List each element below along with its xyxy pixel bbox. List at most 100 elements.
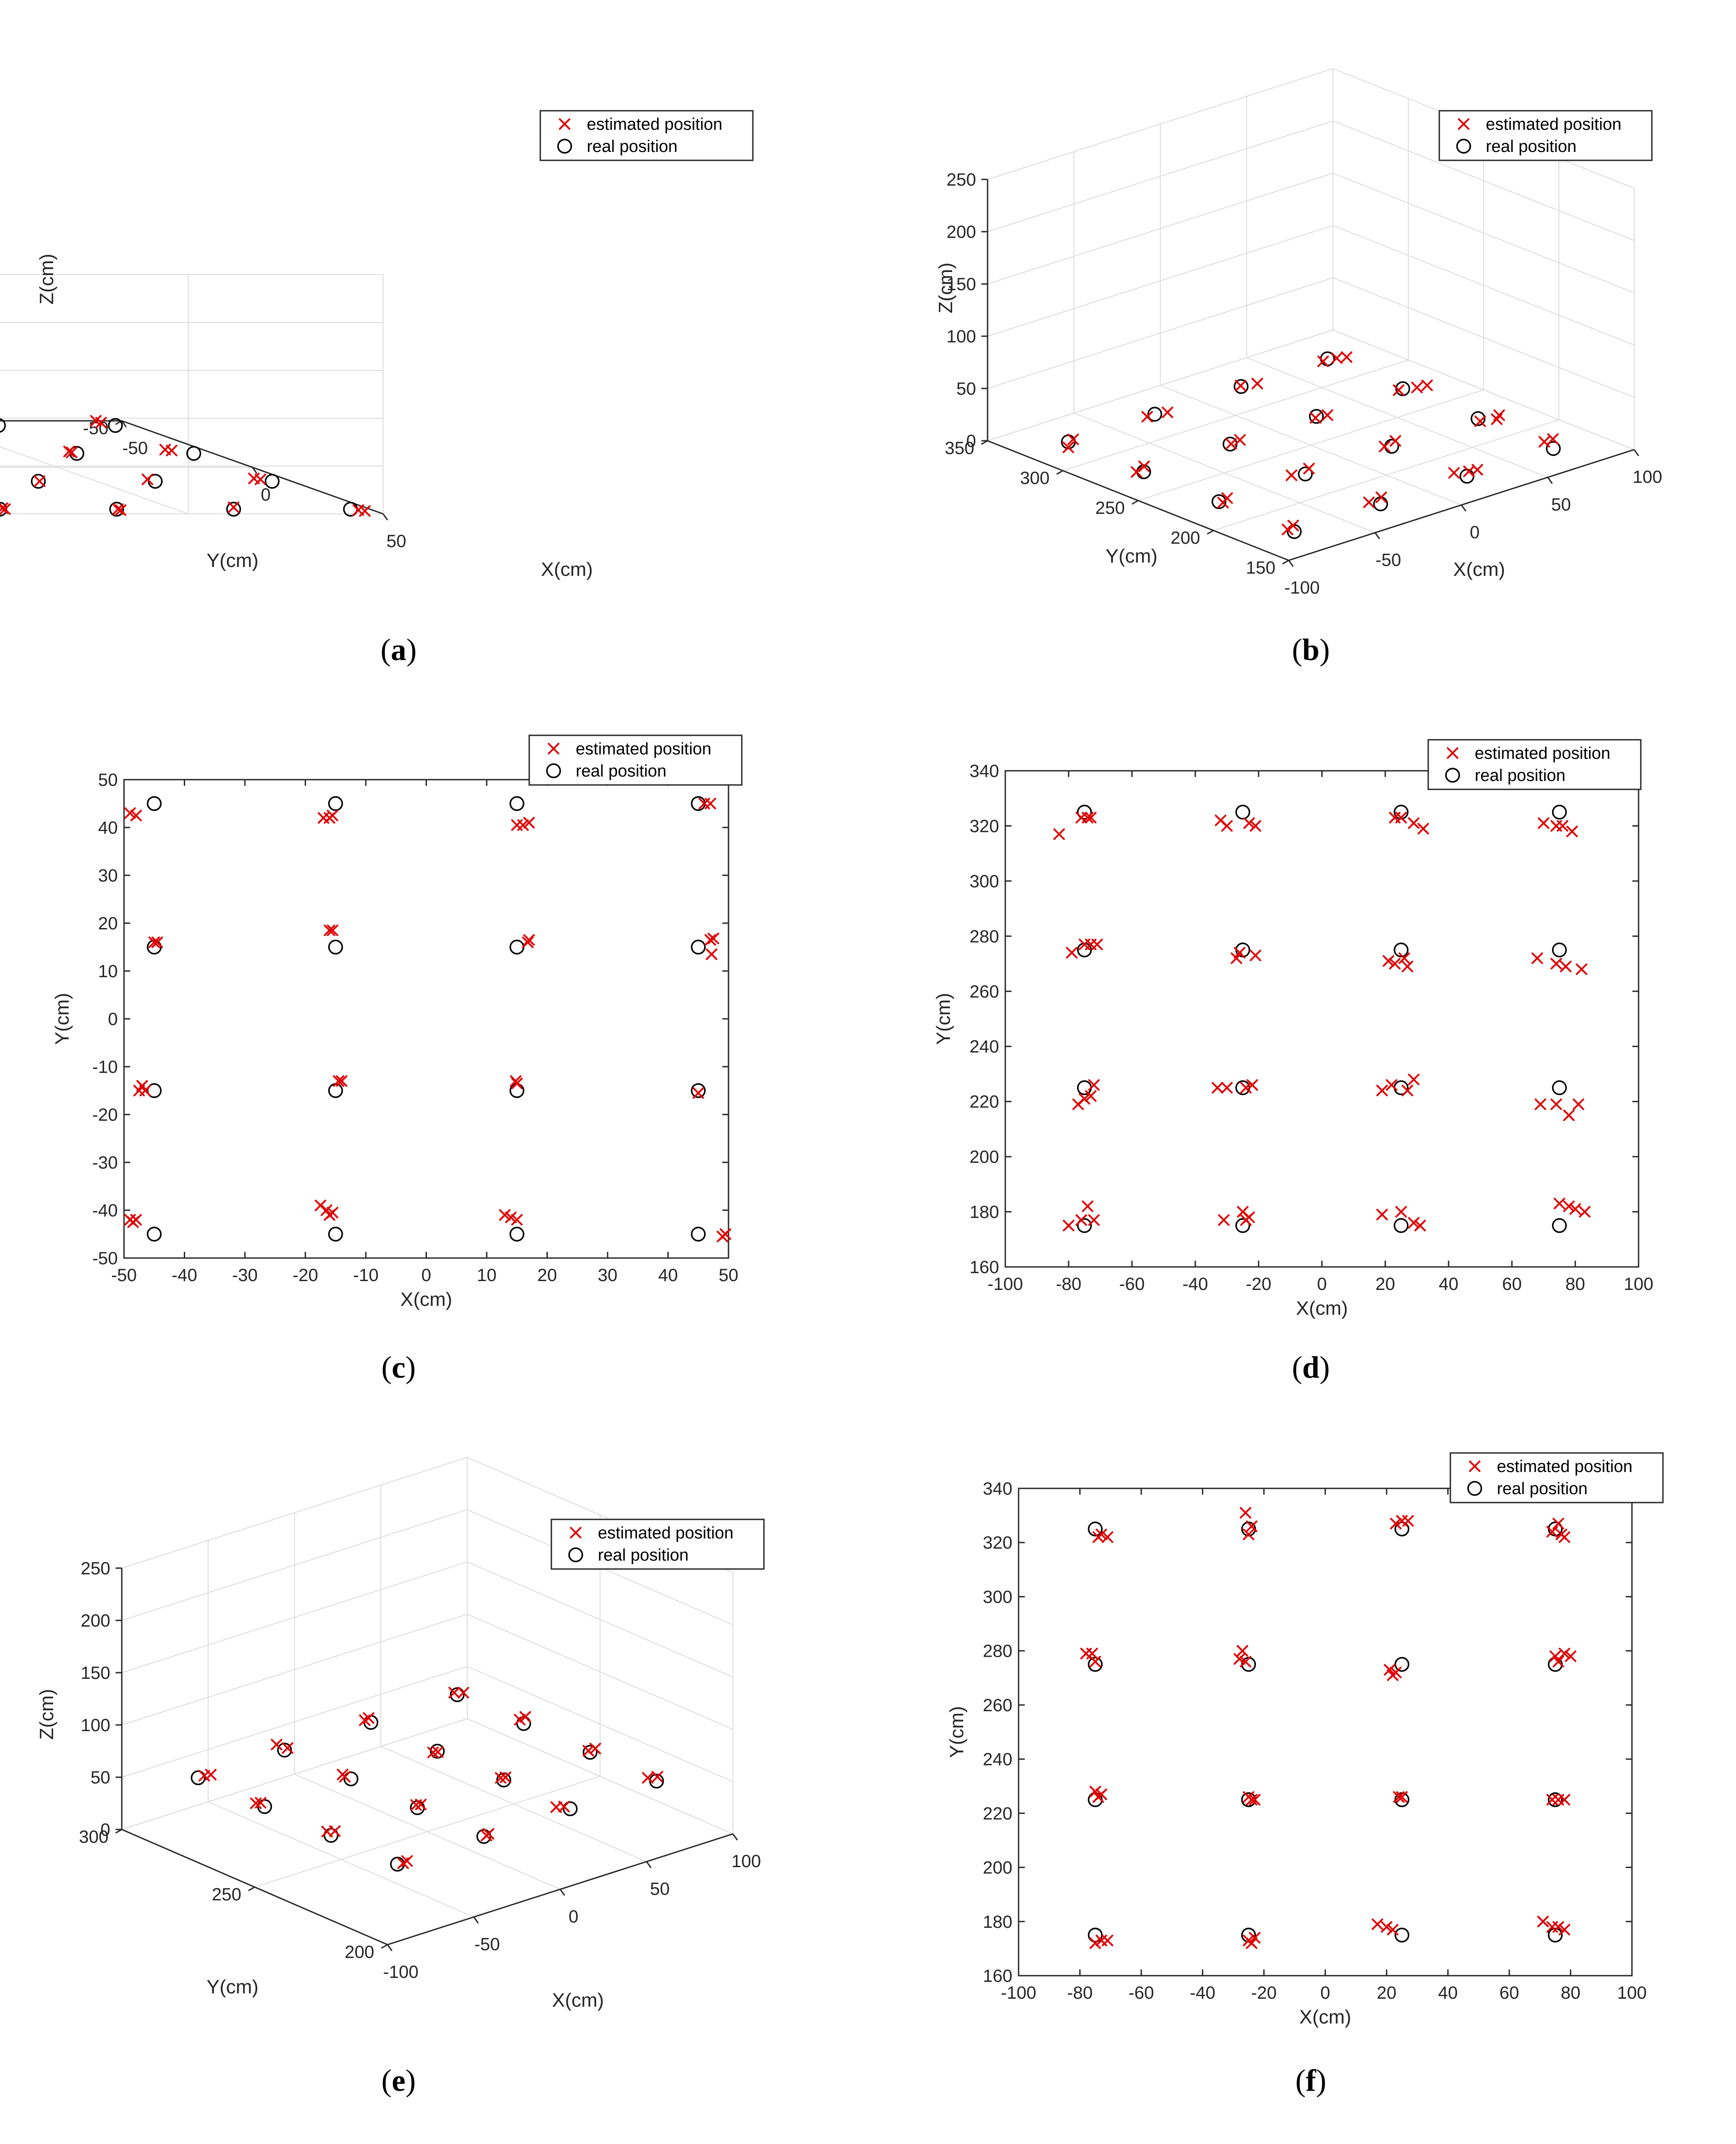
estimated-point xyxy=(1569,1203,1581,1215)
estimated-point xyxy=(1389,435,1401,447)
estimated-point xyxy=(1234,434,1246,446)
real-point xyxy=(1077,1080,1092,1095)
estimated-point xyxy=(337,1768,349,1780)
estimated-point xyxy=(1138,460,1150,472)
real-point xyxy=(343,1771,359,1787)
estimated-point xyxy=(1218,1214,1230,1226)
estimated-point xyxy=(457,1687,469,1699)
real-point xyxy=(691,1227,706,1242)
x-tick-label: 40 xyxy=(1438,1983,1458,2003)
x-axis-label: X(cm) xyxy=(1296,1297,1348,1319)
x-tick-label: 40 xyxy=(658,1266,678,1285)
estimated-point xyxy=(523,817,535,829)
x-tick-label: -30 xyxy=(232,1266,258,1285)
estimated-point xyxy=(359,505,371,517)
chart-panel-e: -100-50050100200250300050100150200250X(c… xyxy=(36,1457,765,2098)
estimated-point xyxy=(314,1200,326,1212)
estimated-point xyxy=(1230,952,1242,964)
y-tick-label: 180 xyxy=(969,1203,999,1222)
estimated-point xyxy=(1546,1526,1558,1538)
z-tick-label: 200 xyxy=(81,1611,110,1631)
x-tick-label: 80 xyxy=(1566,1274,1585,1294)
x-tick-label: 0 xyxy=(1470,523,1480,542)
y-tick-label: 0 xyxy=(108,1010,118,1029)
real-point xyxy=(450,1687,465,1702)
estimated-point xyxy=(1101,1531,1113,1543)
back-grid-z xyxy=(121,1561,468,1673)
back-grid-z xyxy=(987,68,1333,180)
legend-estimated-marker xyxy=(570,1527,581,1538)
estimated-point xyxy=(1249,820,1261,832)
estimated-point xyxy=(1234,947,1246,959)
estimated-point xyxy=(1376,1208,1388,1220)
estimated-point xyxy=(1408,1073,1420,1085)
back-grid-z xyxy=(987,173,1333,284)
estimated-point xyxy=(0,503,11,515)
legend-estimated-label: estimated position xyxy=(598,1524,733,1542)
legend-real-marker xyxy=(568,1547,583,1562)
series-estimated xyxy=(1053,812,1591,1231)
estimated-point xyxy=(1493,409,1505,421)
estimated-point xyxy=(1389,958,1401,970)
estimated-point xyxy=(1560,960,1572,972)
legend-estimated-marker xyxy=(559,118,570,130)
estimated-point xyxy=(1402,960,1414,972)
y-axis-label: Y(cm) xyxy=(206,550,258,571)
x-tick-label: 50 xyxy=(650,1880,670,1899)
estimated-point xyxy=(159,443,171,455)
side-grid-z xyxy=(467,1666,733,1782)
real-point xyxy=(496,1772,512,1787)
x-tick-label: -50 xyxy=(474,1935,500,1954)
back-grid-z xyxy=(121,1614,468,1725)
x-tick-label: 20 xyxy=(1377,1983,1397,2003)
estimated-point xyxy=(1249,949,1261,961)
estimated-point xyxy=(95,417,107,429)
estimated-point xyxy=(333,1075,345,1087)
estimated-point xyxy=(1538,817,1550,829)
estimated-point xyxy=(0,502,8,514)
legend-estimated-label: estimated position xyxy=(587,115,722,134)
estimated-point xyxy=(1240,1656,1252,1668)
panel-caption: (b) xyxy=(1292,633,1330,667)
estimated-point xyxy=(136,1080,148,1092)
estimated-point xyxy=(1474,416,1486,427)
real-point xyxy=(509,1083,524,1098)
estimated-point xyxy=(1376,491,1387,503)
estimated-point xyxy=(1249,1932,1261,1944)
estimated-point xyxy=(1538,436,1550,448)
real-point xyxy=(186,446,202,461)
estimated-point xyxy=(321,1204,333,1216)
real-point xyxy=(1548,1927,1563,1943)
legend-estimated-label: estimated position xyxy=(1475,744,1610,763)
estimated-point xyxy=(141,474,153,486)
estimated-point xyxy=(326,1207,338,1219)
y-tick-label: 160 xyxy=(969,1258,999,1277)
chart-panel-d: -100 -80 -60 -40 -20 0 20 40 60 80 100 160 180 200 220… xyxy=(933,739,1653,1385)
y-tick-label: 200 xyxy=(345,1942,374,1962)
y-tick-label: 320 xyxy=(969,816,999,836)
estimated-point xyxy=(318,812,329,824)
estimated-point xyxy=(130,810,142,821)
real-point xyxy=(1077,804,1092,820)
estimated-point xyxy=(1552,1921,1564,1933)
z-tick-label: 150 xyxy=(81,1663,110,1683)
estimated-point xyxy=(1563,1200,1575,1212)
z-tick-label: 100 xyxy=(946,327,976,346)
real-point xyxy=(277,1743,292,1758)
y-tick-label: 250 xyxy=(212,1885,241,1904)
estimated-point xyxy=(1212,1082,1224,1094)
y-tick-label: 160 xyxy=(983,1966,1012,1986)
estimated-point xyxy=(1408,1217,1420,1229)
estimated-point xyxy=(1081,1200,1093,1212)
estimated-point xyxy=(1086,1647,1098,1659)
estimated-point xyxy=(1085,812,1097,823)
estimated-point xyxy=(1421,379,1433,391)
estimated-point xyxy=(401,1855,413,1867)
z-tick-label: 0 xyxy=(101,1820,110,1840)
panel-caption: (a) xyxy=(380,633,417,667)
side-grid-z xyxy=(1333,225,1635,346)
y-tick-label: 30 xyxy=(98,866,118,886)
x-tick-label: -100 xyxy=(1284,578,1320,598)
y-tick-label: 280 xyxy=(983,1642,1012,1661)
z-tick-label: 100 xyxy=(81,1716,110,1735)
